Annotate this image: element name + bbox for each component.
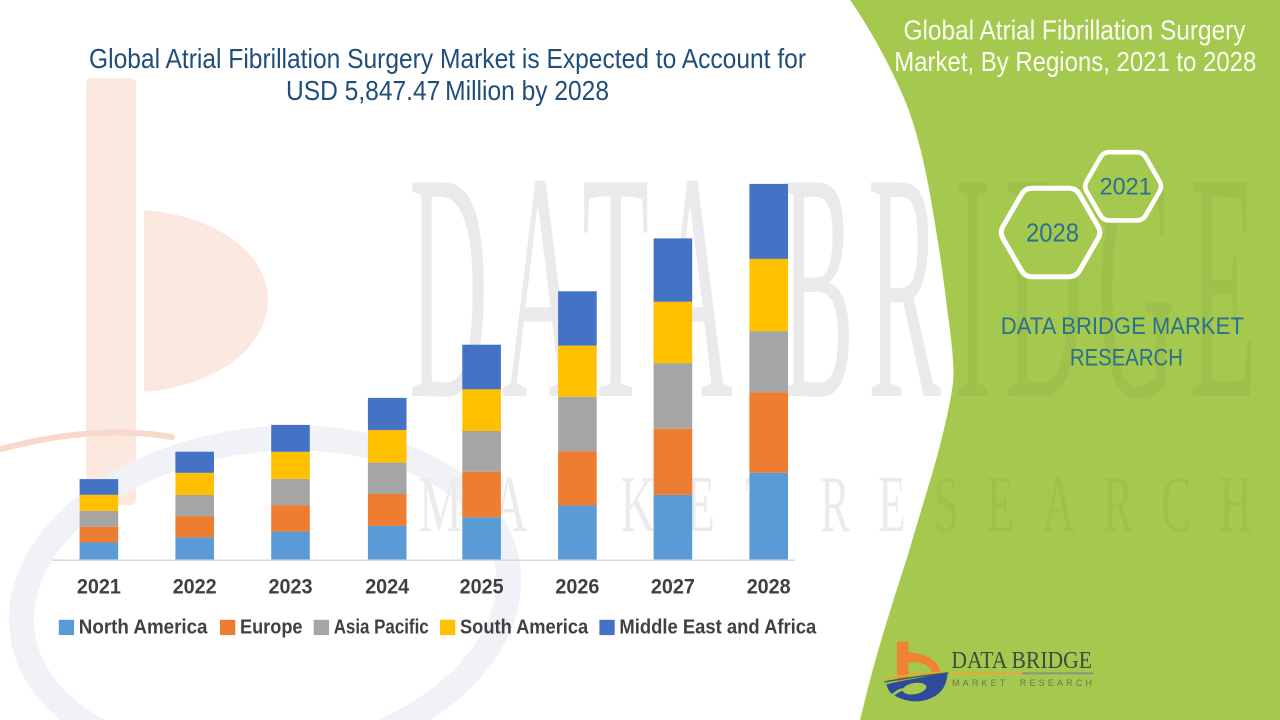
svg-text:USD 5,847.47 Million by 2028: USD 5,847.47 Million by 2028 [286,75,609,106]
svg-text:Global Atrial Fibrillation Sur: Global Atrial Fibrillation Surgery Marke… [89,43,806,74]
svg-text:2021: 2021 [1100,174,1152,201]
svg-text:2028: 2028 [1026,218,1079,248]
svg-text:2028: 2028 [747,575,791,599]
svg-text:RESEARCH: RESEARCH [1070,345,1183,372]
svg-text:South America: South America [460,617,589,639]
svg-text:2023: 2023 [269,575,313,599]
svg-text:2022: 2022 [173,575,217,599]
svg-text:Europe: Europe [240,617,303,639]
svg-text:Asia Pacific: Asia Pacific [334,617,429,639]
svg-text:DATA BRIDGE: DATA BRIDGE [951,647,1092,674]
svg-text:2026: 2026 [555,575,599,599]
svg-text:MARKET RESEARCH: MARKET RESEARCH [952,678,1092,688]
svg-text:2027: 2027 [651,575,695,599]
svg-text:DATA BRIDGE MARKET: DATA BRIDGE MARKET [1001,313,1244,340]
svg-text:Global Atrial Fibrillation Sur: Global Atrial Fibrillation Surgery [904,15,1246,46]
svg-text:Middle East and Africa: Middle East and Africa [619,617,817,639]
svg-text:2024: 2024 [365,575,409,599]
svg-text:North America: North America [79,617,209,639]
svg-text:2021: 2021 [77,575,121,599]
svg-text:2025: 2025 [460,575,504,599]
svg-text:Market, By Regions, 2021 to 20: Market, By Regions, 2021 to 2028 [894,46,1256,77]
